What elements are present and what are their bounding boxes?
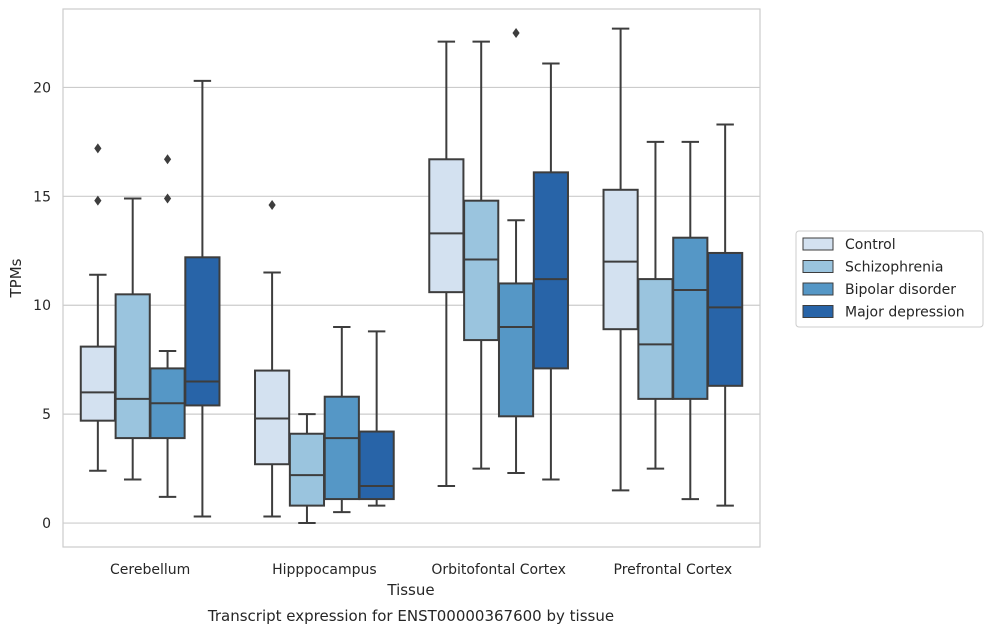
y-tick-label: 5 [42, 407, 51, 423]
y-tick-label: 0 [42, 516, 51, 532]
iqr-box [428, 158, 465, 294]
legend-label: Bipolar disorder [845, 282, 956, 298]
iqr-box [707, 251, 744, 387]
box-schizophrenia [463, 40, 500, 470]
iqr-box [254, 369, 291, 466]
iqr-box [532, 171, 569, 370]
box-control [602, 27, 639, 492]
box-plots [79, 27, 744, 525]
legend-label: Control [845, 237, 896, 253]
box-schizophrenia [637, 140, 674, 470]
box-major-depression [184, 79, 221, 518]
box-bipolar-disorder [149, 154, 186, 498]
iqr-box [463, 199, 500, 342]
x-tick-label: Cerebellum [110, 562, 190, 578]
iqr-box [114, 293, 151, 440]
legend-swatch [802, 282, 834, 296]
x-tick-label: Orbitofontal Cortex [431, 562, 566, 578]
box-major-depression [358, 330, 395, 507]
iqr-box [497, 282, 535, 418]
iqr-box [358, 430, 395, 501]
iqr-box [637, 278, 674, 400]
x-tick-labels: Cerebellum Hipppocampus Orbitofontal Corte… [110, 562, 732, 578]
legend-swatch [802, 237, 834, 251]
box-bipolar-disorder [323, 326, 360, 514]
outlier-point [94, 195, 102, 206]
box-bipolar-disorder [672, 140, 709, 501]
x-tick-label: Prefrontal Cortex [614, 562, 733, 578]
legend-label: Major depression [845, 305, 965, 321]
iqr-box [184, 256, 221, 407]
legend-label: Schizophrenia [845, 260, 943, 276]
x-axis-label: Tissue [386, 581, 434, 599]
box-bipolar-disorder [497, 27, 535, 474]
box-major-depression [532, 62, 569, 481]
legend-swatch [802, 260, 834, 273]
legend-frame [795, 230, 984, 328]
y-tick-label: 20 [33, 80, 51, 96]
y-axis-label: TPMs [7, 258, 25, 298]
legend-swatch [802, 305, 834, 318]
figure-caption: Transcript expression for ENST0000036760… [207, 607, 614, 625]
box-control [254, 200, 291, 518]
legend: Control Schizophrenia Bipolar disorder Majo… [795, 230, 984, 328]
iqr-box [602, 188, 639, 331]
outlier-point [94, 143, 102, 154]
outlier-point [163, 193, 172, 204]
box-major-depression [707, 123, 744, 507]
x-tick-label: Hipppocampus [272, 562, 377, 578]
outlier-point [512, 27, 520, 38]
plot-frame [62, 8, 761, 548]
box-control [79, 143, 116, 472]
iqr-box [79, 345, 116, 422]
y-tick-labels: 0 5 10 15 20 [33, 80, 51, 532]
outlier-point [268, 200, 276, 211]
iqr-box [323, 395, 360, 501]
box-schizophrenia [288, 413, 326, 525]
iqr-box [288, 432, 326, 507]
y-tick-label: 10 [33, 298, 51, 314]
plot-area [63, 9, 760, 547]
iqr-box [672, 236, 709, 400]
outlier-point [163, 154, 172, 165]
y-tick-label: 15 [33, 189, 51, 205]
box-schizophrenia [114, 197, 151, 481]
